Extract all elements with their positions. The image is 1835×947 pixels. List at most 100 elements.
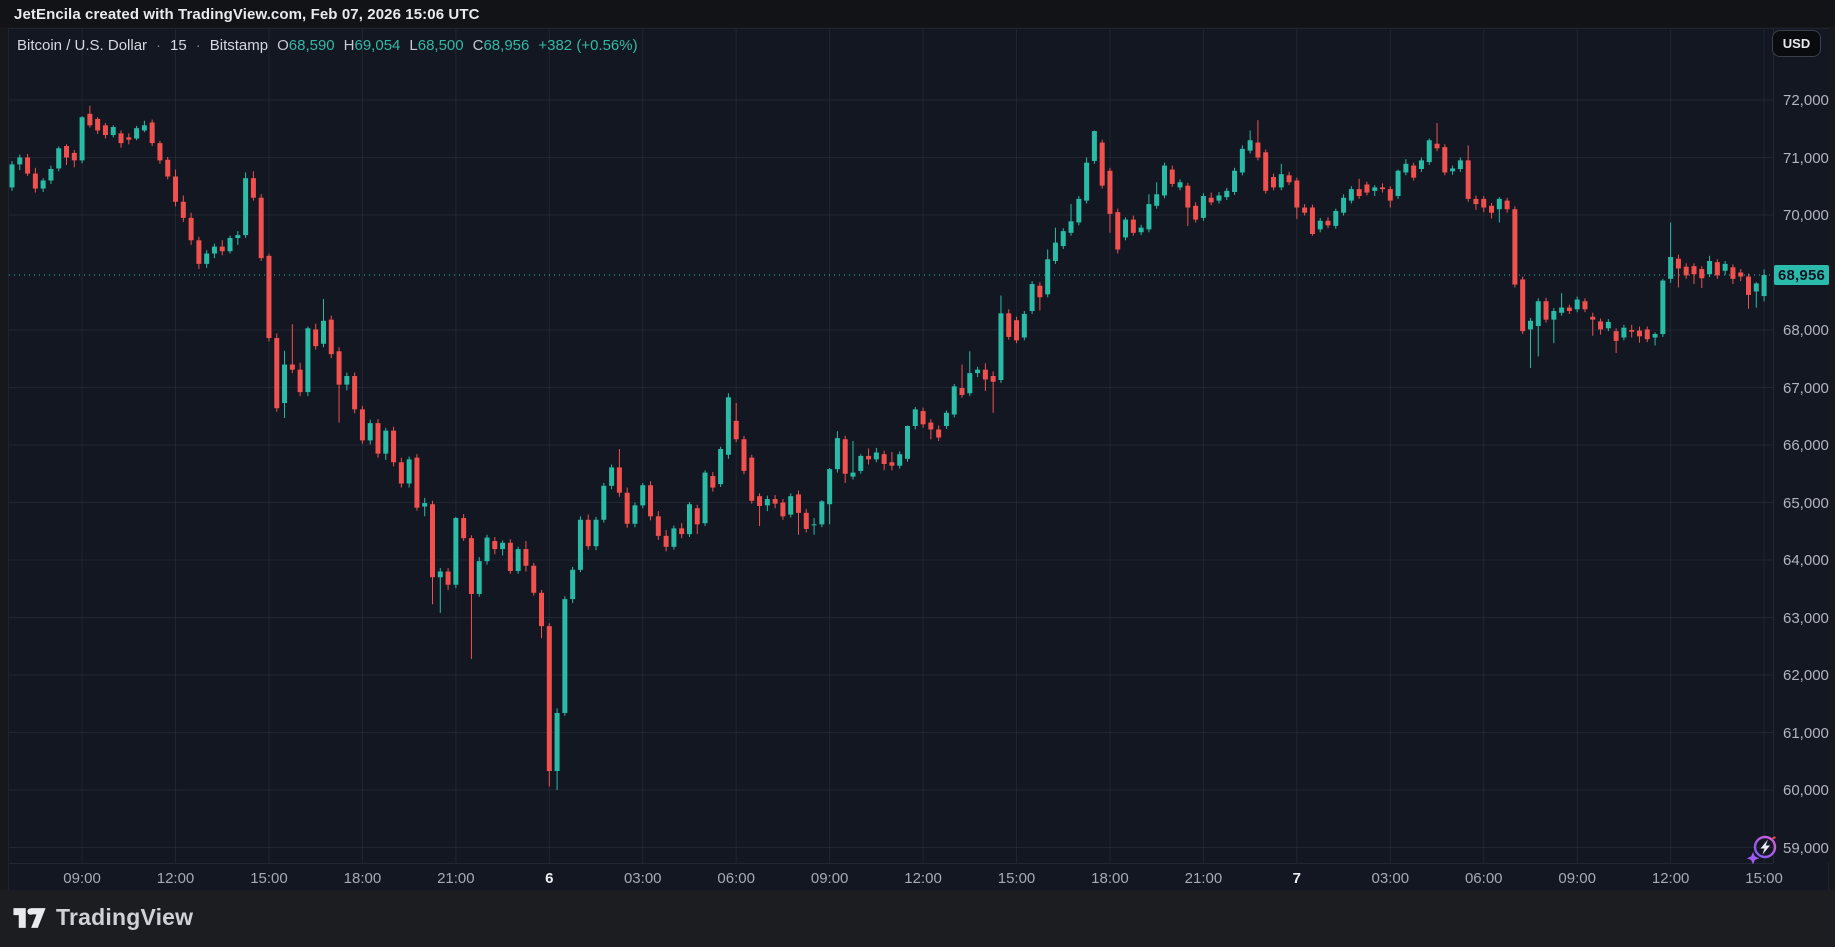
candle-body xyxy=(149,122,155,144)
candle-body xyxy=(827,469,833,505)
price-axis-label: 67,000 xyxy=(1783,379,1829,397)
currency-toggle-button[interactable]: USD xyxy=(1772,30,1821,57)
time-axis-label: 15:00 xyxy=(997,870,1036,887)
candle-body xyxy=(391,430,397,463)
candle-body xyxy=(1302,207,1308,213)
candle-body xyxy=(1574,299,1580,310)
candle-body xyxy=(64,146,70,158)
candle-body xyxy=(1193,205,1199,220)
candle-body xyxy=(616,467,622,493)
candle-body xyxy=(1496,198,1502,210)
candle-body xyxy=(492,541,498,550)
candle-body xyxy=(1512,209,1518,285)
candle-body xyxy=(484,537,490,562)
candle-body xyxy=(1411,165,1417,178)
time-axis-label: 12:00 xyxy=(904,870,942,887)
candle-body xyxy=(1177,182,1183,188)
close-readout: C68,956 xyxy=(472,37,530,54)
candle-body xyxy=(1714,262,1720,276)
candle-body xyxy=(1457,160,1463,169)
candle-body xyxy=(1372,187,1378,191)
candle-body xyxy=(1356,189,1362,197)
candle-body xyxy=(1021,313,1027,338)
candle-body xyxy=(359,409,365,441)
candle-body xyxy=(749,457,755,501)
tradingview-logo[interactable]: TradingView xyxy=(13,904,193,931)
candle-body xyxy=(1029,284,1035,312)
candle-body xyxy=(1543,301,1549,320)
candle-body xyxy=(1527,320,1533,330)
candle-body xyxy=(741,439,747,471)
candle-body xyxy=(1426,140,1432,163)
candle-body xyxy=(1006,313,1012,337)
candle-body xyxy=(1691,266,1697,275)
candle-body xyxy=(79,117,85,161)
candle-body xyxy=(328,319,334,355)
candle-body xyxy=(48,169,54,181)
candle-body xyxy=(1621,327,1627,338)
candle-body xyxy=(500,542,506,550)
candle-body xyxy=(1255,142,1261,158)
time-axis-label: 15:00 xyxy=(250,870,288,887)
candle-body xyxy=(398,462,404,484)
candle-body xyxy=(461,518,467,539)
candle-body xyxy=(562,599,568,713)
candle-body xyxy=(1380,187,1386,190)
candle-body xyxy=(1675,258,1681,269)
candle-body xyxy=(1395,170,1401,197)
candle-body xyxy=(188,217,194,241)
candle-body xyxy=(204,253,210,264)
chart-plot-area[interactable] xyxy=(9,29,1773,863)
candle-body xyxy=(1590,316,1596,320)
candle-body xyxy=(110,127,116,136)
exchange-label: Bitstamp xyxy=(209,37,269,54)
candle-body xyxy=(445,571,451,585)
candle-body xyxy=(889,462,895,466)
candle-body xyxy=(1239,148,1245,173)
candle-body xyxy=(71,152,77,161)
high-readout: H69,054 xyxy=(343,37,401,54)
candle-body xyxy=(414,457,420,508)
candle-body xyxy=(56,148,62,169)
candle-body xyxy=(1107,170,1113,214)
candle-body xyxy=(842,439,848,474)
candle-body xyxy=(1224,190,1230,198)
candle-body xyxy=(718,449,724,485)
candle-body xyxy=(1613,331,1619,341)
candle-body xyxy=(881,454,887,464)
candle-body xyxy=(1014,320,1020,341)
candle-body xyxy=(967,373,973,394)
price-scale[interactable]: 72,000 71,000 70,000 68,000 67,000 66,000 65,0… xyxy=(1773,29,1829,863)
candle-body xyxy=(951,386,957,415)
candle-body xyxy=(1566,307,1572,312)
candle-body xyxy=(406,459,412,484)
candle-body xyxy=(1489,205,1495,213)
candle-body xyxy=(1535,301,1541,326)
time-scale[interactable]: 09:00 12:00 15:00 18:00 21:00 6 03:00 06:00 09:0… xyxy=(9,863,1783,891)
footer-bar: TradingView xyxy=(0,890,1835,947)
candle-body xyxy=(1403,163,1409,173)
candle-body xyxy=(1644,329,1650,340)
chart-panel: Bitcoin / U.S. Dollar · 15 · Bitstamp O6… xyxy=(8,28,1829,891)
candle-body xyxy=(655,516,661,536)
last-price-tag: 68,956 xyxy=(1774,265,1829,286)
price-axis-label: 72,000 xyxy=(1783,92,1829,109)
candle-body xyxy=(1247,140,1253,151)
candle-body xyxy=(1465,160,1471,199)
candle-body xyxy=(1387,189,1393,201)
candle-body xyxy=(585,519,591,547)
candle-body xyxy=(1504,200,1510,210)
candle-body xyxy=(1317,220,1323,230)
candle-body xyxy=(313,329,319,347)
candle-body xyxy=(266,255,272,339)
candle-body xyxy=(453,518,459,585)
candle-body xyxy=(1045,259,1051,295)
candle-body xyxy=(9,164,15,188)
ai-sparkle-icon[interactable] xyxy=(1745,834,1781,866)
candle-body xyxy=(274,338,280,409)
candle-body xyxy=(1123,219,1129,238)
candle-body xyxy=(1629,330,1635,332)
candle-body xyxy=(671,528,677,547)
candle-body xyxy=(998,313,1004,381)
